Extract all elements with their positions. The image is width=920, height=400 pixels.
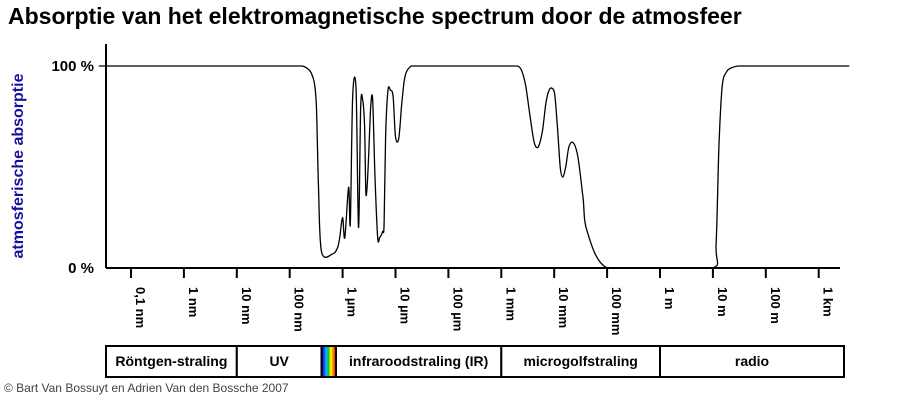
ticks-group: 0 % 100 % 0,1 nm 1 nm 10 nm 100 nm 1 µm 10 µm 10… [51, 58, 835, 335]
copyright-credit: © Bart Van Bossuyt en Adrien Van den Bos… [4, 381, 289, 395]
x-tick-label: 10 µm [398, 287, 413, 324]
band-cell [105, 345, 238, 378]
x-tick-label: 1 km [821, 287, 836, 317]
x-tick-label: 10 nm [239, 287, 254, 325]
band-label: infraroodstraling (IR) [349, 353, 488, 369]
band-label: UV [269, 353, 289, 369]
y-axis-title: atmosferische absorptie [10, 73, 27, 258]
bands-group: Röntgen-straling UV infraroodstraling (IR)… [105, 345, 845, 378]
x-tick-label: 1 µm [345, 287, 360, 317]
band-label: microgolfstraling [523, 353, 637, 369]
x-tick-label: 1 nm [186, 287, 201, 317]
x-tick-label: 0,1 nm [133, 287, 148, 328]
x-tick-label: 1 mm [503, 287, 518, 321]
plot-group [98, 65, 850, 269]
band-cell [659, 345, 845, 378]
y-tick-label: 100 % [51, 58, 94, 75]
chart-title: Absorptie van het elektromagnetische spe… [8, 3, 742, 29]
band-cell [334, 345, 503, 378]
x-tick-label: 100 mm [609, 287, 624, 335]
axes-group: atmosferische absorptie [10, 44, 840, 269]
band-label: Röntgen-straling [115, 353, 227, 369]
x-tick-label: 100 nm [292, 287, 307, 332]
y-tick-label: 0 % [68, 260, 94, 277]
x-tick-label: 10 m [715, 287, 730, 317]
x-tick-label: 100 m [768, 287, 783, 324]
x-tick-label: 100 µm [450, 287, 465, 331]
x-tick-label: 1 m [662, 287, 677, 309]
x-tick-label: 10 mm [556, 287, 571, 328]
band-cell [500, 345, 661, 378]
absorption-curve [98, 65, 850, 269]
band-label: radio [735, 353, 769, 369]
visible-spectrum-band [320, 345, 337, 378]
